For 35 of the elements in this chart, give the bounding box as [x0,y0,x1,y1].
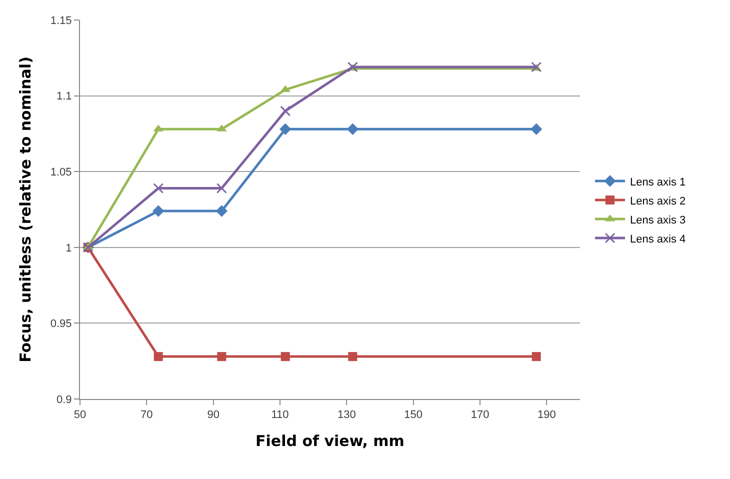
point [530,123,542,135]
x-tick-label: 50 [74,409,86,422]
point [347,62,358,72]
point [280,106,291,116]
y-tick-label: 0.95 [50,318,72,330]
x-tick-label: 190 [537,409,556,422]
x-tick-label: 70 [140,409,153,422]
x-tick-label: 150 [404,409,423,422]
x-tick-label: 170 [470,409,490,422]
legend-label: Lens axis 1 [630,176,686,188]
point [280,352,290,362]
point [348,352,358,362]
y-axis-title: Focus, unitless (relative to nominal) [16,56,35,362]
x-tick-label: 110 [271,409,289,422]
y-tick-label: 1.05 [50,166,72,178]
point [532,352,541,362]
point [217,352,226,362]
y-tick-label: 1.15 [50,14,72,27]
legend-label: Lens axis 4 [630,233,686,246]
point [346,123,359,135]
point [152,205,164,217]
point [216,183,227,194]
x-tick-label: 130 [337,409,356,422]
point [531,62,542,72]
legend-label: Lens axis 2 [630,195,686,208]
point [154,352,163,362]
y-tick-label: 0.9 [56,394,72,406]
x-tick-label: 90 [207,409,220,422]
y-tick-label: 1 [66,242,72,254]
point [153,183,164,194]
y-tick-label: 1.1 [56,90,72,103]
x-axis-title: Field of view, mm [256,432,404,450]
legend-label: Lens axis 3 [630,214,686,226]
point [279,123,292,135]
point [216,205,228,217]
